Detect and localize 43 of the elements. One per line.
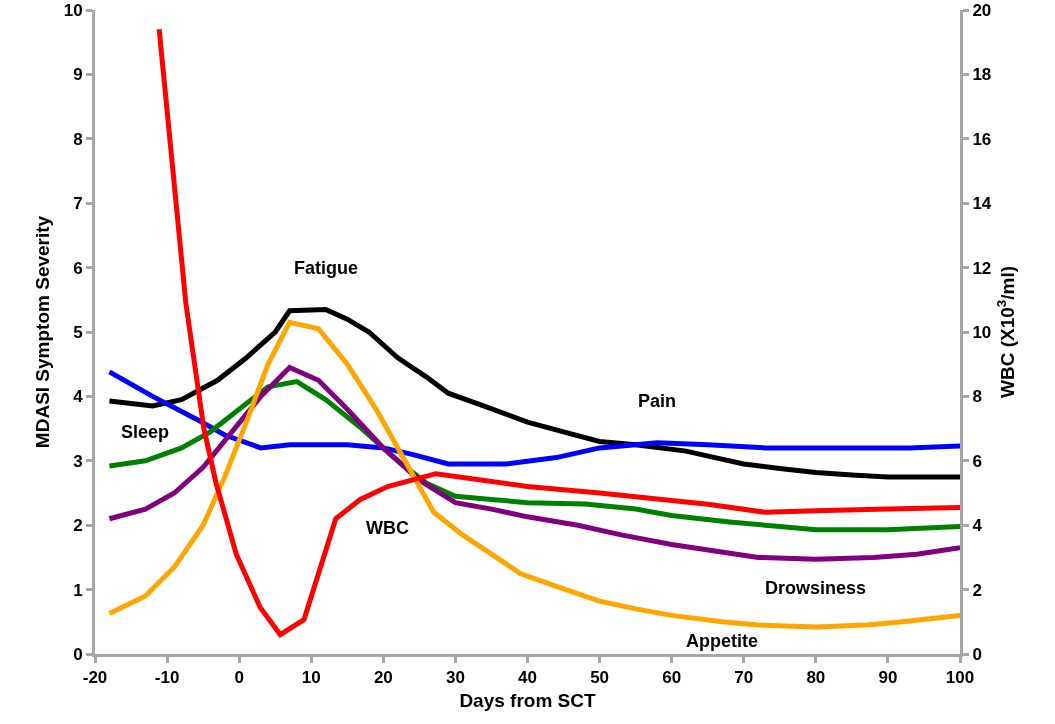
y2-tick-label: 2: [972, 580, 982, 600]
y-tick-label: 9: [73, 65, 83, 85]
y2-tick-label: 8: [972, 387, 982, 407]
x-tick-label: -20: [82, 668, 108, 688]
y-tick-label: 10: [63, 0, 83, 20]
x-tick-label: 100: [945, 668, 975, 688]
y-tick-label: 3: [73, 451, 83, 471]
x-axis-title: Days from SCT: [459, 690, 596, 712]
y-tick-label: 1: [73, 580, 83, 600]
x-tick-label: -10: [154, 668, 180, 688]
y-tick-label: 8: [73, 129, 83, 149]
y-tick-label: 2: [73, 516, 83, 536]
y-tick-label: 6: [73, 258, 83, 278]
y-tick-label: 7: [73, 194, 83, 214]
series-label: Drowsiness: [765, 578, 867, 598]
y2-tick-label: 6: [972, 451, 982, 471]
y2-tick-label: 12: [972, 258, 992, 278]
x-tick-label: 70: [734, 668, 754, 688]
y2-tick-label: 4: [972, 516, 983, 536]
y2-tick-label: 18: [972, 65, 992, 85]
series-label: Fatigue: [294, 258, 359, 278]
x-tick-label: 30: [445, 668, 465, 688]
x-tick-label: 10: [301, 668, 321, 688]
x-tick-label: 60: [662, 668, 682, 688]
y-axis-title: MDASI Symptom Severity: [31, 215, 53, 449]
y-tick-label: 5: [73, 322, 83, 342]
x-tick-label: 80: [806, 668, 826, 688]
series-label: Appetite: [686, 631, 758, 651]
y-tick-label: 4: [73, 387, 84, 407]
y2-tick-label: 10: [972, 322, 992, 342]
series-label: WBC: [366, 518, 409, 538]
x-tick-label: 90: [878, 668, 898, 688]
x-tick-label: 40: [518, 668, 537, 688]
series-label: Sleep: [121, 422, 170, 442]
x-tick-label: 0: [234, 668, 244, 688]
x-tick-label: 50: [590, 668, 610, 688]
y2-tick-label: 20: [972, 0, 992, 20]
series-label: Pain: [638, 391, 677, 411]
y-tick-label: 0: [73, 644, 83, 664]
y2-tick-label: 14: [972, 194, 992, 214]
x-tick-label: 20: [373, 668, 393, 688]
y2-tick-label: 0: [972, 644, 982, 664]
y2-tick-label: 16: [972, 129, 992, 149]
